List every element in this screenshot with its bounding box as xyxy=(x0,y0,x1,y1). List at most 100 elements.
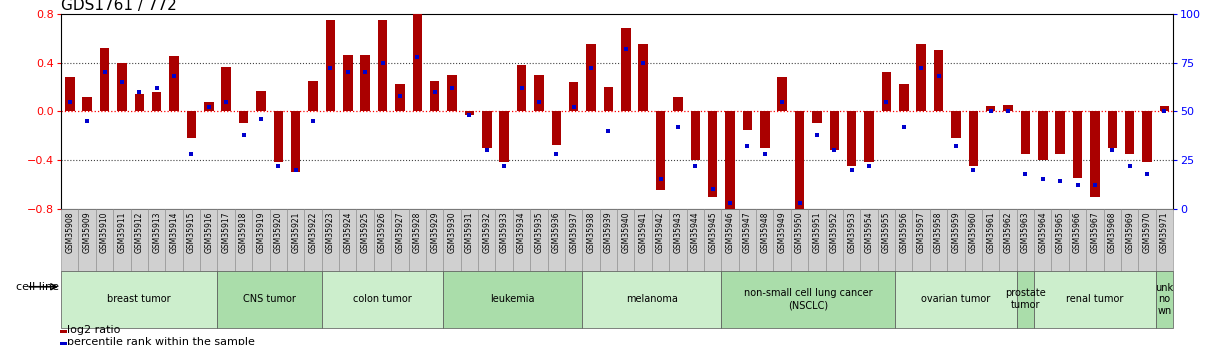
Bar xyxy=(447,75,457,111)
Bar xyxy=(551,111,561,145)
Point xyxy=(1085,183,1105,188)
Bar xyxy=(1034,209,1051,271)
Text: GSM35917: GSM35917 xyxy=(221,211,231,253)
Bar xyxy=(430,81,440,111)
Bar xyxy=(565,209,583,271)
Bar xyxy=(1086,209,1103,271)
Text: melanoma: melanoma xyxy=(626,294,678,304)
Bar xyxy=(826,209,843,271)
Bar xyxy=(934,50,943,111)
Text: GSM35948: GSM35948 xyxy=(760,211,770,253)
Text: GSM35924: GSM35924 xyxy=(343,211,352,253)
Point xyxy=(738,144,758,149)
Bar xyxy=(134,94,144,111)
Bar xyxy=(895,271,1017,328)
Text: GSM35932: GSM35932 xyxy=(483,211,491,253)
Text: GSM35969: GSM35969 xyxy=(1125,211,1134,253)
Bar xyxy=(583,209,600,271)
Bar xyxy=(982,209,1000,271)
Bar xyxy=(1090,111,1100,197)
Bar xyxy=(656,111,665,190)
Text: GSM35934: GSM35934 xyxy=(517,211,525,253)
Bar xyxy=(743,111,753,129)
Bar xyxy=(1069,209,1086,271)
Bar xyxy=(1156,271,1173,328)
Point xyxy=(356,70,375,75)
Bar xyxy=(426,209,444,271)
Point xyxy=(998,108,1018,114)
Bar xyxy=(670,209,687,271)
Bar xyxy=(847,111,857,166)
Bar xyxy=(651,209,670,271)
Bar xyxy=(357,209,374,271)
Bar xyxy=(378,20,387,111)
Bar xyxy=(951,111,960,138)
Bar xyxy=(95,209,114,271)
Bar xyxy=(325,20,335,111)
Bar xyxy=(791,209,808,271)
Text: GSM35909: GSM35909 xyxy=(83,211,92,253)
Text: unk
no
wn: unk no wn xyxy=(1155,283,1173,316)
Bar xyxy=(1107,111,1117,148)
Point xyxy=(303,118,323,124)
Text: GSM35914: GSM35914 xyxy=(170,211,178,253)
Bar xyxy=(621,28,631,111)
Bar xyxy=(964,209,982,271)
Text: GSM35915: GSM35915 xyxy=(187,211,196,253)
Bar xyxy=(444,271,583,328)
Point xyxy=(582,66,601,71)
Bar xyxy=(1034,271,1156,328)
Point xyxy=(60,99,79,104)
Bar xyxy=(495,209,513,271)
Text: GSM35966: GSM35966 xyxy=(1073,211,1081,253)
Bar xyxy=(152,92,161,111)
Bar xyxy=(200,209,218,271)
Bar xyxy=(726,111,734,209)
Text: breast tumor: breast tumor xyxy=(108,294,171,304)
Text: CNS tumor: CNS tumor xyxy=(243,294,296,304)
Text: GSM35946: GSM35946 xyxy=(726,211,734,253)
Point xyxy=(668,124,688,130)
Bar xyxy=(721,271,895,328)
Text: GSM35930: GSM35930 xyxy=(447,211,457,253)
Point xyxy=(1051,179,1070,184)
Bar xyxy=(794,111,804,209)
Bar xyxy=(774,209,791,271)
Point xyxy=(425,89,445,95)
Point xyxy=(1068,183,1088,188)
Text: GSM35938: GSM35938 xyxy=(587,211,595,253)
Bar xyxy=(1056,111,1064,154)
Bar xyxy=(170,57,178,111)
Bar xyxy=(100,48,109,111)
Bar xyxy=(218,271,321,328)
Point xyxy=(772,99,792,104)
Bar xyxy=(304,209,321,271)
Bar xyxy=(808,209,826,271)
Bar xyxy=(287,209,304,271)
Point xyxy=(130,89,149,95)
Text: GSM35962: GSM35962 xyxy=(1003,211,1013,253)
Bar xyxy=(1143,111,1152,162)
Bar xyxy=(1125,111,1134,154)
Text: GSM35918: GSM35918 xyxy=(240,211,248,253)
Point xyxy=(1155,108,1174,114)
Bar xyxy=(274,111,284,162)
Bar xyxy=(1156,209,1173,271)
Bar xyxy=(252,209,270,271)
Point xyxy=(546,151,566,157)
Point xyxy=(164,73,183,79)
Text: GSM35959: GSM35959 xyxy=(952,211,960,253)
Text: GSM35928: GSM35928 xyxy=(413,211,422,253)
Bar xyxy=(444,209,461,271)
Bar xyxy=(461,209,478,271)
Point xyxy=(720,200,739,206)
Bar xyxy=(600,209,617,271)
Text: GSM35950: GSM35950 xyxy=(796,211,804,253)
Bar xyxy=(291,111,301,172)
Text: GSM35936: GSM35936 xyxy=(552,211,561,253)
Text: GSM35968: GSM35968 xyxy=(1108,211,1117,253)
Bar xyxy=(117,62,127,111)
Point xyxy=(651,177,671,182)
Bar xyxy=(61,271,218,328)
Bar xyxy=(131,209,148,271)
